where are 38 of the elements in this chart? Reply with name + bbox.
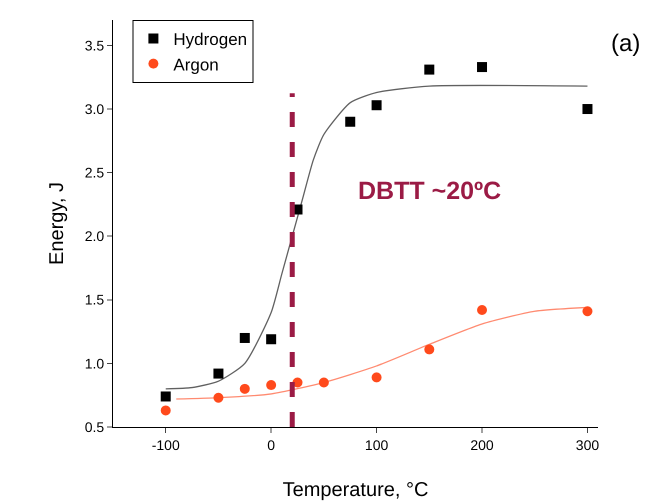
point <box>477 62 488 72</box>
y-axis-title: Energy, J <box>46 182 68 265</box>
point <box>345 116 356 127</box>
point <box>318 377 329 388</box>
point <box>372 100 382 110</box>
line-series <box>165 84 588 390</box>
point <box>582 306 592 316</box>
text: (a) <box>611 30 640 57</box>
x-tick-label: 100 <box>364 436 388 453</box>
x-tick-label: -100 <box>152 436 180 453</box>
point <box>213 392 224 403</box>
point <box>240 384 250 394</box>
point <box>240 332 250 343</box>
point <box>160 405 171 416</box>
y-tick-label: 1.5 <box>84 292 104 308</box>
y-tick-label: 3.5 <box>84 37 104 54</box>
legend-label: Argon <box>173 55 219 74</box>
point <box>477 304 488 315</box>
point <box>292 377 303 388</box>
point <box>160 391 171 402</box>
point <box>266 334 276 344</box>
point <box>424 64 434 75</box>
point <box>266 380 276 390</box>
y-tick-label: 2.5 <box>84 164 104 181</box>
x-tick-label: 200 <box>470 436 494 453</box>
x-tick-label: 0 <box>267 436 276 453</box>
point <box>424 344 434 354</box>
legend-label: Hydrogen <box>173 30 248 50</box>
x-axis-title: Temperature, °C <box>282 479 428 501</box>
x-tick-label: 300 <box>576 436 600 453</box>
point <box>582 104 592 114</box>
y-tick-label: 1.0 <box>84 355 104 372</box>
ref-line-label: DBTT ~20ºC <box>358 177 502 205</box>
point <box>213 368 224 379</box>
point <box>372 372 382 382</box>
y-tick-label: 0.5 <box>84 418 104 435</box>
y-tick-label: 3.0 <box>84 100 104 117</box>
y-tick-label: 2.0 <box>84 228 104 244</box>
